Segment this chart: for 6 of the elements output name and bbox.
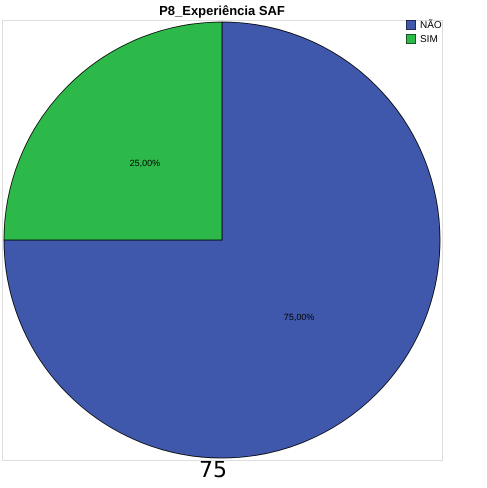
- text: 75: [199, 458, 227, 483]
- data-label: 75,00%: [284, 312, 314, 322]
- chart-title: P8_Experiência SAF: [159, 3, 285, 18]
- legend-label: NÃO: [420, 19, 442, 31]
- legend-label: SIM: [420, 34, 438, 45]
- data-label: 25,00%: [130, 158, 160, 168]
